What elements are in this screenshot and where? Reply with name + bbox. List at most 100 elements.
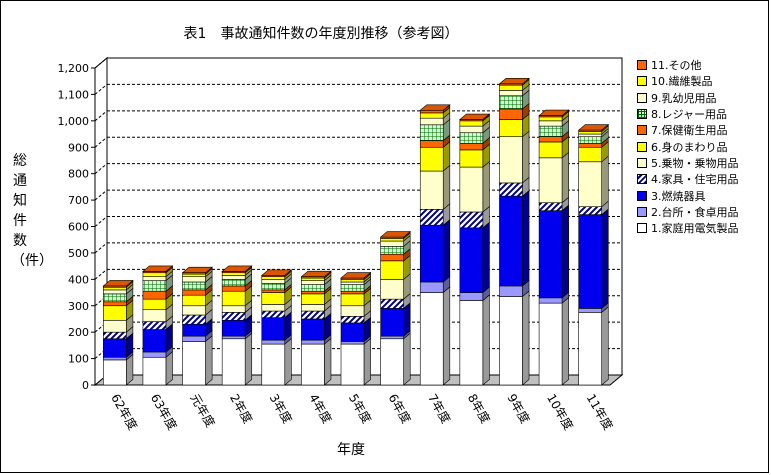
grid-line-side — [94, 136, 108, 148]
grid-line-side — [94, 295, 108, 307]
bar-side-1 — [442, 286, 451, 386]
bar-segment-1 — [459, 300, 484, 386]
bar-segment-9 — [499, 90, 523, 97]
legend-label: 11.その他 — [651, 59, 702, 73]
bar-segment-1 — [261, 343, 286, 386]
bar-segment-10 — [221, 272, 246, 276]
bar-segment-6 — [499, 119, 523, 137]
bar-segment-7 — [182, 289, 206, 296]
bar-segment-8 — [538, 125, 563, 137]
bar-segment-8 — [103, 293, 127, 303]
bar-segment-8 — [261, 282, 286, 291]
bar-segment-4 — [142, 321, 167, 330]
bar-segment-9 — [380, 240, 404, 247]
bar-top — [300, 270, 332, 277]
bar-side-3 — [442, 219, 451, 283]
legend-item: 8.レジャー用品 — [637, 106, 763, 122]
chart-legend: 11.その他 10.繊維製品 9.乳幼児用品 8.レジャー用品 7.保健衛生用品 6.身の… — [637, 57, 763, 236]
legend-label: 4.家具・住宅用品 — [651, 173, 739, 187]
bar-segment-5 — [380, 279, 404, 300]
bar-side-3 — [561, 204, 569, 299]
bar-segment-4 — [459, 211, 484, 229]
bar-segment-3 — [221, 319, 246, 337]
bar-segment-1 — [578, 312, 602, 386]
bar-top — [102, 280, 134, 287]
bar-side-1 — [244, 332, 253, 386]
bar-segment-1 — [538, 302, 563, 386]
bar-top — [379, 231, 412, 238]
bar-segment-4 — [578, 206, 602, 215]
legend-item: 10.繊維製品 — [637, 73, 763, 89]
bar-segment-8 — [301, 284, 325, 292]
bar-segment-9 — [182, 276, 206, 283]
y-tick-label: 1,100 — [58, 88, 90, 101]
bar-side-3 — [522, 189, 530, 287]
bar-segment-5 — [142, 309, 167, 322]
bar-segment-8 — [499, 95, 523, 110]
bar-segment-10 — [103, 286, 127, 291]
bar-segment-3 — [261, 317, 286, 341]
bar-top — [419, 104, 451, 111]
bar-segment-7 — [103, 301, 127, 307]
bar-segment-8 — [459, 132, 484, 144]
bar-segment-4 — [380, 298, 404, 309]
legend-label: 1.家庭用電気製品 — [651, 222, 739, 236]
bar-segment-7 — [221, 285, 246, 292]
bar-segment-5 — [459, 166, 484, 213]
y-tick-label: 400 — [68, 273, 89, 286]
bar-segment-8 — [578, 136, 602, 144]
bar-segment-9 — [103, 289, 127, 295]
bar-segment-5 — [221, 305, 246, 313]
x-tick-label: 2年度 — [227, 391, 256, 426]
bar-segment-7 — [419, 140, 444, 148]
bar-segment-9 — [142, 276, 167, 281]
bar-top — [221, 265, 253, 272]
bar-segment-7 — [142, 290, 167, 300]
bar-top — [340, 272, 372, 279]
legend-label: 10.繊維製品 — [651, 75, 713, 89]
y-tick-label: 1,000 — [58, 115, 90, 128]
x-tick-label: 5年度 — [346, 391, 375, 426]
bar-segment-1 — [301, 343, 325, 386]
bar-segment-9 — [261, 279, 286, 284]
bar-side-5 — [561, 151, 569, 204]
legend-item: 6.身のまわり品 — [637, 138, 763, 154]
legend-label: 9.乳幼児用品 — [651, 91, 717, 105]
x-tick-label: 11年度 — [584, 391, 617, 433]
bar-segment-2 — [499, 285, 523, 297]
bar-segment-5 — [301, 304, 325, 312]
legend-swatch — [637, 206, 647, 217]
bar-top — [459, 113, 491, 120]
bar-segment-9 — [459, 125, 484, 134]
legend-item: 2.台所・食卓用品 — [637, 204, 763, 220]
bar-segment-6 — [142, 298, 167, 311]
bar-top — [142, 265, 174, 272]
grid-line-side — [94, 348, 108, 359]
bar-segment-4 — [103, 331, 127, 340]
bar-segment-10 — [538, 116, 563, 122]
bar-segment-6 — [459, 149, 484, 168]
bar-side-1 — [324, 337, 332, 386]
legend-item: 11.その他 — [637, 57, 763, 73]
bar-segment-2 — [578, 308, 602, 313]
bar-segment-8 — [221, 279, 246, 287]
bar-segment-9 — [301, 280, 325, 285]
bar-segment-7 — [538, 136, 563, 143]
bar-segment-1 — [221, 338, 246, 386]
legend-label: 8.レジャー用品 — [651, 108, 727, 122]
bar-segment-5 — [261, 304, 286, 312]
bar-segment-8 — [182, 281, 206, 291]
legend-label: 2.台所・食卓用品 — [651, 205, 739, 219]
bar-segment-2 — [380, 335, 404, 340]
bar-segment-2 — [419, 281, 444, 293]
y-axis-label: 総通知件数（件） — [11, 153, 53, 269]
bar-segment-5 — [340, 305, 365, 317]
legend-swatch — [637, 190, 647, 201]
bar-side-1 — [284, 337, 292, 386]
bar-side-1 — [363, 337, 371, 386]
bar-segment-10 — [499, 84, 523, 91]
bar-segment-6 — [578, 146, 602, 163]
bar-segment-6 — [103, 305, 127, 321]
bar-segment-1 — [380, 338, 404, 386]
bar-segment-6 — [419, 146, 444, 172]
